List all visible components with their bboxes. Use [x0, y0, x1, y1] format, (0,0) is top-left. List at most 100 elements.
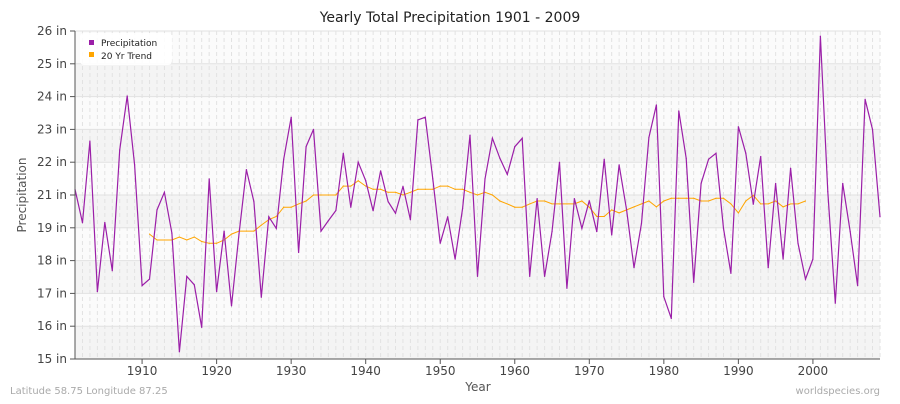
trend-point	[678, 197, 680, 199]
precipitation-point	[290, 116, 292, 118]
precipitation-point	[581, 227, 583, 229]
x-tick-label: 1950	[425, 364, 456, 378]
trend-point	[387, 191, 389, 193]
precipitation-point	[633, 267, 635, 269]
precipitation-point	[640, 222, 643, 224]
precipitation-point	[171, 232, 173, 234]
precipitation-point	[372, 210, 374, 212]
precipitation-point	[312, 128, 315, 130]
trend-point	[461, 188, 464, 190]
precipitation-point	[96, 291, 98, 293]
trend-point	[186, 239, 188, 241]
precipitation-point	[737, 126, 739, 128]
precipitation-point	[447, 216, 449, 218]
x-tick-label: 1980	[649, 364, 680, 378]
trend-point	[529, 203, 531, 205]
x-tick-label: 2000	[798, 364, 829, 378]
trend-point	[380, 188, 382, 190]
trend-point	[491, 194, 494, 196]
precipitation-point	[298, 251, 300, 254]
precipitation-point	[715, 152, 717, 154]
precipitation-point	[432, 178, 434, 180]
precipitation-point	[707, 158, 710, 160]
trend-point	[409, 191, 412, 193]
precipitation-point	[141, 285, 143, 287]
y-tick-label: 19 in	[37, 221, 67, 235]
precipitation-point	[484, 178, 486, 180]
precipitation-point	[245, 169, 248, 171]
legend-box	[80, 33, 172, 65]
trend-point	[469, 191, 471, 193]
y-tick-label: 18 in	[37, 254, 67, 268]
trend-point	[201, 240, 203, 243]
precipitation-point	[663, 296, 665, 298]
precipitation-point	[186, 275, 188, 278]
trend-point	[506, 203, 508, 205]
precipitation-point	[350, 206, 352, 208]
trend-point	[745, 200, 747, 202]
trend-point	[596, 215, 598, 218]
trend-point	[633, 206, 635, 208]
precipitation-point	[134, 164, 136, 166]
precipitation-point	[156, 209, 158, 211]
trend-point	[603, 215, 605, 218]
trend-point	[245, 230, 248, 232]
precipitation-point	[439, 242, 441, 244]
precipitation-point	[417, 119, 419, 121]
precipitation-point	[685, 157, 687, 159]
trend-point	[327, 194, 330, 196]
trend-point	[342, 185, 344, 187]
precipitation-point	[819, 35, 821, 37]
precipitation-point	[305, 146, 307, 148]
precipitation-point	[514, 146, 516, 148]
precipitation-point	[380, 170, 382, 172]
trend-point	[320, 194, 322, 196]
y-tick-label: 25 in	[37, 57, 67, 71]
chart-title: Yearly Total Precipitation 1901 - 2009	[319, 10, 581, 26]
precipitation-point	[469, 134, 471, 136]
trend-point	[797, 203, 799, 205]
trend-point	[722, 197, 725, 199]
precipitation-point	[603, 158, 605, 160]
precipitation-point	[797, 242, 799, 244]
precipitation-point	[693, 281, 695, 283]
precipitation-point	[871, 128, 874, 130]
trend-point	[693, 197, 695, 199]
legend-swatch-precipitation	[89, 40, 94, 45]
precipitation-point	[812, 258, 814, 260]
precipitation-point	[424, 116, 426, 118]
precipitation-point	[216, 291, 218, 293]
trend-point	[402, 194, 404, 196]
precipitation-point	[842, 182, 844, 184]
trend-point	[670, 197, 672, 199]
precipitation-point	[81, 222, 84, 224]
trend-point	[804, 200, 807, 202]
x-tick-label: 1930	[276, 364, 307, 378]
precipitation-point	[789, 167, 792, 169]
trend-point	[782, 206, 784, 208]
trend-point	[312, 194, 315, 196]
precipitation-point	[230, 305, 233, 307]
trend-point	[305, 200, 307, 202]
precipitation-point	[804, 278, 807, 280]
precipitation-point	[178, 351, 180, 353]
precipitation-point	[625, 209, 628, 211]
trend-point	[394, 191, 397, 193]
precipitation-point	[752, 203, 754, 205]
trend-point	[283, 206, 285, 208]
precipitation-point	[268, 216, 270, 218]
trend-point	[700, 200, 702, 202]
precipitation-point	[260, 296, 262, 298]
precipitation-point	[253, 200, 255, 203]
trend-point	[558, 203, 561, 205]
trend-point	[439, 185, 441, 187]
precipitation-point	[335, 209, 337, 212]
precipitation-point	[201, 326, 203, 328]
trend-point	[611, 209, 613, 211]
x-tick-label: 1990	[723, 364, 754, 378]
trend-point	[566, 203, 568, 205]
trend-point	[357, 180, 359, 182]
trend-point	[767, 203, 769, 205]
y-tick-label: 21 in	[37, 188, 67, 202]
